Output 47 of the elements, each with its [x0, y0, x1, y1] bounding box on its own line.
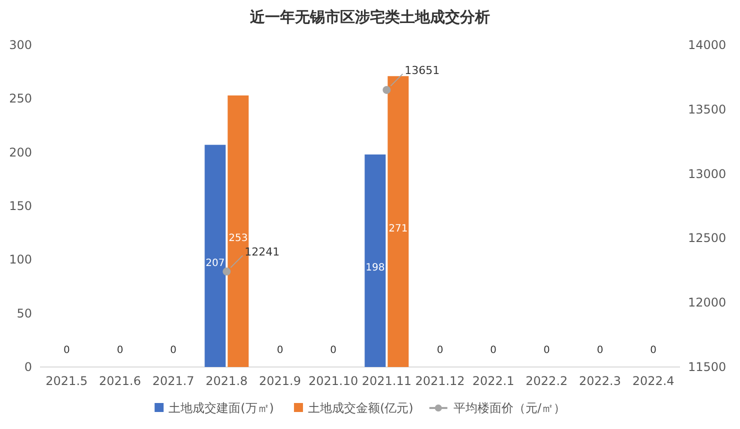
x-tick-label: 2021.7 — [152, 374, 194, 388]
data-label: 0 — [330, 345, 337, 356]
x-tick-label: 2021.12 — [415, 374, 465, 388]
data-label: 207 — [206, 258, 225, 269]
x-tick-label: 2021.6 — [99, 374, 141, 388]
y2-tick-label: 13500 — [688, 102, 726, 116]
data-label: 198 — [366, 262, 385, 274]
data-label: 0 — [276, 345, 284, 356]
legend-label: 土地成交金额(亿元) — [308, 401, 414, 415]
data-label: 0 — [543, 345, 550, 356]
y2-tick-label: 12000 — [688, 296, 726, 310]
x-tick-label: 2022.2 — [526, 374, 568, 388]
data-label: 253 — [228, 233, 248, 244]
bar — [388, 76, 409, 367]
data-label: 0 — [650, 345, 657, 356]
y-tick-label: 300 — [9, 38, 32, 52]
y-tick-label: 0 — [24, 360, 32, 374]
data-label: 0 — [63, 345, 70, 356]
bar — [364, 154, 386, 367]
y2-tick-label: 11500 — [688, 360, 726, 374]
data-label: 0 — [116, 345, 124, 356]
y-tick-label: 150 — [9, 199, 32, 213]
data-label: 0 — [596, 345, 604, 356]
data-label: 271 — [388, 224, 408, 235]
x-tick-label: 2022.3 — [579, 374, 621, 388]
x-tick-label: 2021.5 — [46, 374, 88, 388]
x-tick-label: 2021.11 — [362, 374, 412, 388]
legend-label: 平均楼面价（元/㎡） — [453, 401, 566, 415]
y-tick-label: 250 — [9, 92, 32, 106]
data-label: 13651 — [404, 64, 440, 77]
chart-title: 近一年无锡市区涉宅类土地成交分析 — [249, 8, 490, 26]
data-label: 0 — [170, 345, 177, 356]
data-label: 0 — [436, 345, 444, 356]
y-tick-label: 200 — [9, 145, 32, 160]
x-tick-label: 2022.1 — [472, 374, 514, 388]
x-tick-label: 2022.4 — [632, 374, 674, 388]
bar — [204, 144, 226, 367]
data-label: 0 — [490, 345, 497, 356]
y2-tick-label: 13000 — [688, 166, 726, 181]
legend-label: 土地成交建面(万㎡) — [168, 401, 274, 415]
y2-tick-label: 14000 — [688, 38, 726, 52]
y2-tick-label: 12500 — [688, 231, 726, 246]
x-tick-label: 2021.8 — [206, 374, 248, 388]
x-tick-label: 2021.10 — [308, 374, 358, 388]
x-tick-label: 2021.9 — [259, 374, 301, 388]
y-tick-label: 50 — [16, 306, 32, 320]
y-tick-label: 100 — [9, 252, 32, 267]
